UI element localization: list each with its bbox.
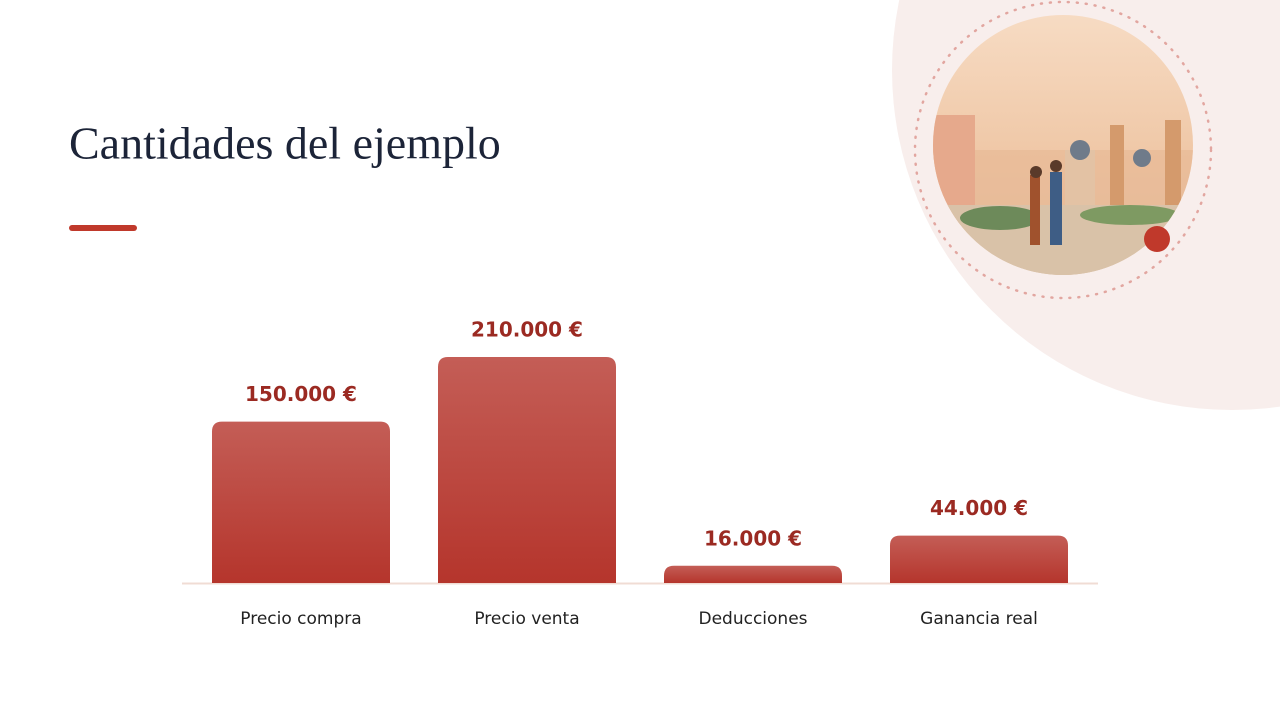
value-label: 210.000 €	[471, 318, 583, 342]
bar	[212, 421, 390, 583]
value-label: 44.000 €	[930, 496, 1028, 520]
chart-title: Cantidades del ejemplo	[69, 118, 501, 169]
accent-dot	[1144, 226, 1170, 252]
category-label: Precio compra	[240, 609, 361, 629]
bar	[890, 535, 1068, 583]
title-underline	[69, 225, 137, 231]
category-label: Precio venta	[474, 609, 579, 629]
category-label: Ganancia real	[920, 609, 1038, 629]
value-label: 16.000 €	[704, 526, 802, 550]
value-label: 150.000 €	[245, 382, 357, 406]
bar	[664, 565, 842, 583]
bar	[438, 357, 616, 583]
illustration	[933, 15, 1193, 275]
category-label: Deducciones	[698, 609, 807, 629]
dotted-ring	[913, 0, 1213, 300]
